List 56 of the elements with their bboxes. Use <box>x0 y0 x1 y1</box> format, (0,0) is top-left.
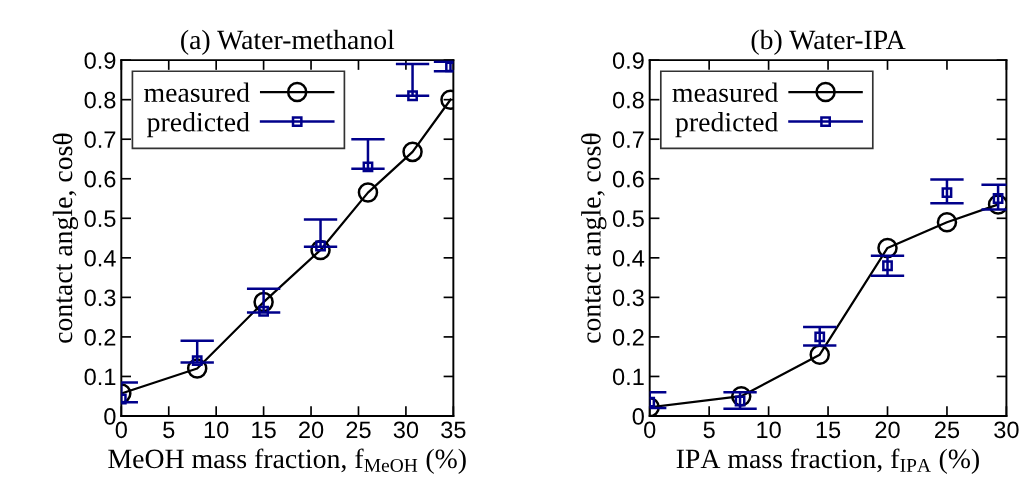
y-tick-label: 0.7 <box>612 131 644 148</box>
legend-label: measured <box>144 82 250 103</box>
point <box>362 161 374 173</box>
point <box>936 211 958 233</box>
chart-title: (b) Water-IPA <box>751 29 906 55</box>
point <box>407 90 418 102</box>
y-tick-label: 0.3 <box>84 289 116 307</box>
y-tick-label: 0.6 <box>612 170 644 188</box>
x-tick-label: 15 <box>252 421 276 439</box>
y-tick-label: 0 <box>632 408 644 425</box>
y-tick-label: 0.6 <box>84 170 116 188</box>
y-tick-label: 0.5 <box>84 210 116 228</box>
x-tick-label: 5 <box>703 421 715 439</box>
x-tick-label: 5 <box>163 421 175 439</box>
y-tick-label: 0 <box>104 408 116 425</box>
y-tick-label: 0.9 <box>84 52 116 69</box>
x-tick-label: 25 <box>935 421 960 439</box>
y-tick-label: 0.7 <box>84 131 116 148</box>
x-tick-label: 0 <box>644 421 656 439</box>
y-tick-label: 0.3 <box>612 289 644 307</box>
y-tick-label: 0.8 <box>612 91 644 109</box>
point <box>992 193 1004 204</box>
x-tick-label: 30 <box>393 421 419 439</box>
x-axis-title: IPA mass fraction, f$_{IPA}$ (%) <box>676 448 979 474</box>
point <box>357 182 379 203</box>
point <box>191 355 203 367</box>
x-tick-label: 10 <box>204 421 229 439</box>
point <box>402 141 423 163</box>
x-tick-label: 35 <box>441 421 466 439</box>
point <box>258 305 270 317</box>
x-tick-label: 20 <box>875 421 900 439</box>
y-tick-label: 0.8 <box>84 91 116 109</box>
x-tick-label: 10 <box>757 421 781 439</box>
legend-label: predicted <box>675 112 779 138</box>
y-tick-label: 0.2 <box>612 328 644 346</box>
point <box>941 187 953 199</box>
point <box>814 331 826 343</box>
x-tick-label: 15 <box>816 421 841 439</box>
legend-label: predicted <box>147 112 250 138</box>
x-tick-label: 0 <box>115 421 127 439</box>
y-tick-label: 0.4 <box>84 249 116 267</box>
chart-title: (a) Water-methanol <box>181 29 395 55</box>
point <box>882 260 893 272</box>
y-axis-title: contact angle, cosθ <box>52 133 79 343</box>
y-tick-label: 0.9 <box>612 52 644 69</box>
x-axis-title: MeOH mass fraction, f$_{MeOH}$ (%) <box>108 448 466 474</box>
x-tick-label: 20 <box>299 421 324 439</box>
y-tick-label: 0.2 <box>84 328 116 346</box>
legend-label: measured <box>672 82 779 103</box>
y-tick-label: 0.1 <box>84 368 116 386</box>
y-tick-label: 0.5 <box>612 210 644 228</box>
y-axis-title: contact angle, cosθ <box>581 133 607 343</box>
x-tick-label: 25 <box>346 421 371 439</box>
x-tick-label: 30 <box>994 421 1019 439</box>
y-tick-label: 0.4 <box>612 249 645 267</box>
y-tick-label: 0.1 <box>612 368 644 386</box>
